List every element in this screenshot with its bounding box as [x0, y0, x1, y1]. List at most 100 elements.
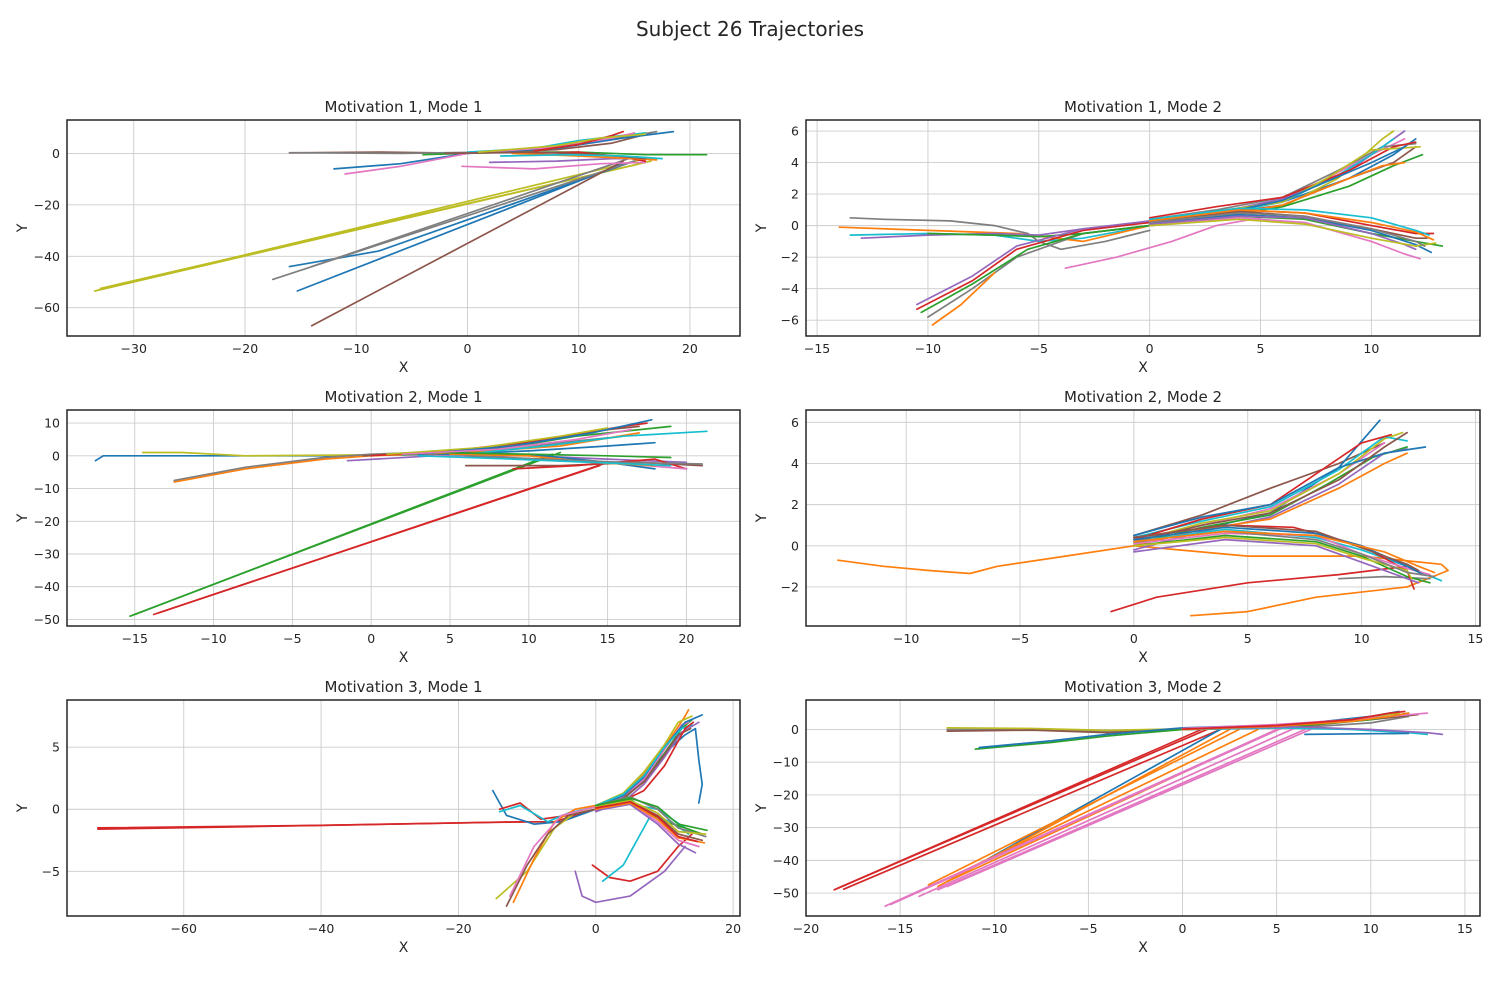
- x-tick-label: −5: [1079, 921, 1097, 936]
- trajectory-line: [499, 153, 663, 160]
- x-tick-label: 10: [1363, 921, 1379, 936]
- x-tick-label: −10: [981, 921, 1007, 936]
- x-tick-label: 0: [367, 631, 375, 646]
- x-tick-label: 0: [592, 921, 600, 936]
- x-tick-label: −20: [445, 921, 471, 936]
- y-tick-label: 10: [44, 416, 60, 431]
- trajectory-group: [833, 710, 1444, 908]
- subplot-2: −15 −10 −5 0 5 10 −6 −4 −2 0 2 4 6 Motivation 1, Mode…: [754, 98, 1481, 376]
- y-tick-label: −10: [773, 755, 799, 770]
- trajectory-group: [837, 419, 1449, 617]
- subplot-title: Motivation 2, Mode 1: [325, 388, 483, 406]
- y-tick-label: 6: [791, 124, 799, 139]
- trajectory-line: [1148, 209, 1435, 241]
- y-tick-label: 6: [791, 415, 799, 430]
- x-tick-label: 5: [446, 631, 454, 646]
- trajectory-line: [401, 428, 633, 456]
- y-axis-label: Y: [754, 803, 770, 813]
- y-tick-label: 4: [791, 155, 799, 170]
- x-axis-label: X: [399, 940, 409, 956]
- trajectory-line: [594, 797, 708, 832]
- y-tick-label: 0: [791, 538, 799, 553]
- trajectory-line: [1181, 710, 1406, 730]
- x-axis-label: X: [1138, 650, 1148, 666]
- x-tick-label: −15: [887, 921, 913, 936]
- trajectory-line: [1304, 732, 1410, 736]
- y-tick-label: −20: [773, 787, 799, 802]
- y-tick-label: −5: [42, 864, 60, 879]
- x-axis-label: X: [399, 360, 409, 376]
- axes-frame: [805, 699, 1481, 917]
- x-tick-label: 15: [1457, 921, 1473, 936]
- x-tick-label: −10: [343, 341, 369, 356]
- trajectory-line: [173, 436, 609, 482]
- trajectory-line: [594, 723, 693, 807]
- x-tick-label: −15: [804, 341, 830, 356]
- trajectory-line: [1064, 216, 1262, 270]
- trajectory-line: [97, 820, 528, 829]
- x-axis-label: X: [1138, 360, 1148, 376]
- y-tick-label: −2: [781, 250, 799, 265]
- x-tick-label: −10: [200, 631, 226, 646]
- trajectory-line: [1133, 442, 1386, 537]
- trajectory-line: [594, 803, 697, 854]
- y-tick-label: −4: [781, 281, 799, 296]
- x-tick-label: 0: [1179, 921, 1187, 936]
- y-tick-label: −40: [34, 249, 60, 264]
- y-tick-label: −20: [34, 197, 60, 212]
- x-tick-label: −30: [121, 341, 147, 356]
- subplot-6: −20 −15 −10 −5 0 5 10 15−50−40−30−20−100Motivat…: [754, 678, 1481, 956]
- x-tick-label: −20: [793, 921, 819, 936]
- y-tick-label: 4: [791, 456, 799, 471]
- trajectory-line: [1148, 215, 1417, 251]
- trajectory-line: [1148, 218, 1437, 247]
- axes-frame: [66, 119, 741, 337]
- trajectory-line: [594, 800, 699, 843]
- x-tick-label: −5: [1030, 341, 1048, 356]
- trajectory-line: [477, 133, 647, 153]
- y-tick-label: 2: [791, 497, 799, 512]
- trajectory-line: [842, 728, 1222, 891]
- x-tick-label: 15: [600, 631, 616, 646]
- trajectory-line: [1133, 538, 1420, 584]
- trajectory-line: [509, 805, 597, 897]
- y-tick-label: −40: [773, 853, 799, 868]
- y-tick-label: −50: [34, 612, 60, 627]
- subplot-4: −10 −5 0 5 10 15 −2 0 2 4 6 Motivation 2, Mode 2 X Y: [754, 388, 1483, 666]
- subplot-title: Motivation 2, Mode 2: [1064, 388, 1222, 406]
- trajectory-line: [1110, 565, 1408, 613]
- x-tick-label: −5: [1011, 631, 1029, 646]
- trajectory-line: [1133, 433, 1393, 541]
- x-axis-label: X: [399, 650, 409, 666]
- trajectory-line: [417, 454, 672, 467]
- trajectory-line: [594, 799, 707, 835]
- trajectory-line: [1148, 207, 1430, 236]
- trajectory-line: [837, 726, 1212, 890]
- trajectory-group: [93, 130, 708, 327]
- trajectory-line: [1148, 212, 1426, 247]
- x-tick-label: −5: [283, 631, 301, 646]
- y-tick-label: 0: [791, 218, 799, 233]
- x-tick-label: 5: [1244, 631, 1252, 646]
- x-tick-label: 10: [1354, 631, 1370, 646]
- trajectory-line: [133, 453, 554, 616]
- trajectory-line: [512, 804, 597, 904]
- axes-frame: [805, 119, 1481, 337]
- trajectory-line: [936, 728, 1306, 891]
- y-tick-label: 2: [791, 187, 799, 202]
- trajectory-line: [99, 162, 641, 290]
- y-axis-label: Y: [754, 223, 770, 233]
- trajectory-line: [849, 224, 1151, 243]
- x-tick-label: −60: [171, 921, 197, 936]
- trajectory-line: [310, 157, 630, 268]
- trajectory-line: [931, 272, 996, 326]
- trajectory-line: [574, 845, 686, 904]
- trajectory-line: [918, 726, 1297, 898]
- subplot-title: Motivation 1, Mode 2: [1064, 98, 1222, 116]
- trajectory-line: [946, 726, 1316, 888]
- trajectory-line: [1133, 524, 1420, 572]
- trajectory-line: [433, 451, 672, 459]
- y-axis-label: Y: [15, 513, 31, 523]
